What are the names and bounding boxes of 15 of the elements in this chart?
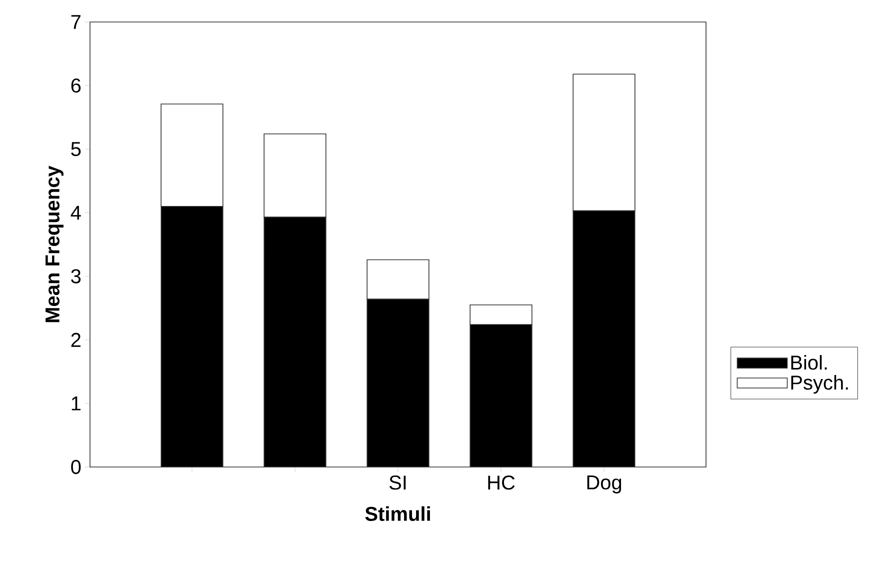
y-tick-label: 3 [71,269,81,284]
x-tick-label: HC [488,476,515,490]
y-tick-label: 7 [71,15,80,29]
x-axis-title: Stimuli [365,506,430,521]
legend-label: Biol. [791,355,827,370]
y-tick-label: 5 [71,142,81,156]
x-tick-label: SI [389,476,406,490]
y-tick-label: 1 [72,396,80,410]
y-tick-label: 0 [71,460,81,474]
legend-label: Psych. [791,375,848,394]
y-tick-label: 4 [70,206,81,220]
y-tick-label: 2 [71,332,80,347]
x-tick-label: Dog [587,476,622,494]
y-tick-label: 6 [71,78,81,93]
y-axis-title: Mean Frequency [46,166,64,322]
